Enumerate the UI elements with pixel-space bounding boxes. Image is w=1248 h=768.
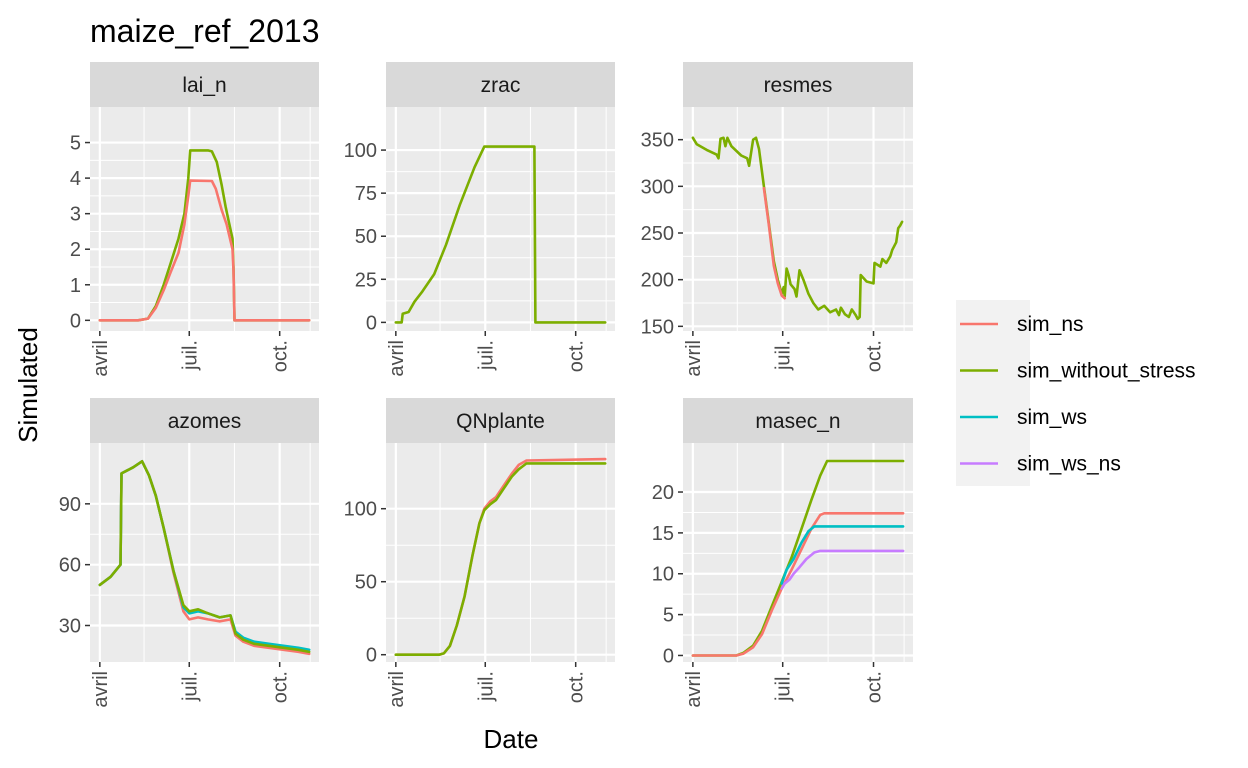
x-tick-label: oct. [864, 340, 886, 372]
panel-background [90, 443, 319, 662]
y-tick-label: 15 [652, 523, 674, 545]
y-tick-label: 90 [59, 494, 81, 516]
x-tick-label: avril [386, 671, 408, 708]
y-tick-label: 25 [355, 269, 377, 291]
y-tick-label: 3 [70, 204, 81, 226]
y-axis-title: Simulated [13, 327, 43, 443]
x-tick-label: juil. [773, 340, 795, 371]
y-tick-label: 4 [70, 168, 81, 190]
series-line-sim_without_stress [394, 145, 607, 324]
strip-label: zrac [481, 74, 521, 97]
y-tick-label: 5 [663, 605, 674, 627]
y-tick-label: 10 [652, 564, 674, 586]
y-tick-label: 100 [344, 499, 377, 521]
panel-QNplante: QNplante 0 50 100 avril juil. oct. [344, 398, 615, 708]
strip-background [386, 398, 615, 443]
y-tick-label: 0 [70, 310, 81, 332]
panel-background [386, 443, 615, 662]
y-tick-label: 300 [641, 176, 674, 198]
series-line-sim_without_stress [691, 136, 904, 321]
legend: sim_ns sim_without_stress sim_ws sim_ws_ns [956, 300, 1196, 486]
y-tick-label: 0 [366, 645, 377, 667]
panel-masec_n: masec_n 0 5 10 15 20 avril juil. oct. [652, 398, 913, 708]
y-tick-label: 0 [663, 645, 674, 667]
strip-background [90, 398, 319, 443]
x-tick-label: juil. [475, 671, 497, 702]
legend-label-sim_ns: sim_ns [1017, 313, 1084, 336]
strip-background [386, 62, 615, 107]
y-tick-label: 60 [59, 555, 81, 577]
x-tick-label: oct. [864, 671, 886, 703]
y-tick-label: 1 [70, 275, 81, 297]
chart-title: maize_ref_2013 [90, 13, 319, 49]
x-tick-label: oct. [270, 671, 292, 703]
x-tick-label: avril [683, 671, 705, 708]
y-tick-label: 0 [366, 312, 377, 334]
x-tick-label: avril [90, 671, 112, 708]
series-line-sim_ns [762, 186, 787, 300]
y-tick-label: 250 [641, 223, 674, 245]
strip-label: lai_n [182, 74, 226, 97]
x-tick-label: juil. [475, 340, 497, 371]
strip-background [683, 398, 913, 443]
panel-zrac: zrac 0 25 50 75 100 avril juil. oct. [344, 62, 615, 377]
y-tick-label: 75 [355, 183, 377, 205]
y-tick-label: 50 [355, 572, 377, 594]
series-line-sim_ws_ns [780, 549, 905, 590]
series-line-sim_without_stress [98, 459, 311, 654]
x-tick-label: avril [386, 340, 408, 377]
panel-resmes: resmes 150 200 250 300 350 avril juil. oct. [641, 62, 913, 377]
strip-label: masec_n [755, 410, 840, 433]
y-tick-label: 50 [355, 226, 377, 248]
x-axis-title: Date [484, 724, 539, 754]
series-line-sim_ws [780, 525, 905, 585]
legend-label-sim_ws_ns: sim_ws_ns [1017, 453, 1121, 476]
strip-label: QNplante [456, 410, 545, 433]
series-line-sim_ns [98, 179, 311, 322]
strip-label: azomes [168, 410, 242, 433]
panel-background [90, 107, 319, 331]
panel-lai_n: lai_n 0 1 2 3 4 5 avril juil. oct. [70, 62, 319, 377]
series-line-sim_without_stress [394, 462, 607, 657]
y-tick-label: 100 [344, 140, 377, 162]
x-tick-label: avril [683, 340, 705, 377]
strip-background [90, 62, 319, 107]
y-tick-label: 200 [641, 270, 674, 292]
legend-label-sim_without_stress: sim_without_stress [1017, 360, 1196, 383]
x-tick-label: oct. [566, 340, 588, 372]
strip-background [683, 62, 913, 107]
x-tick-label: juil. [773, 671, 795, 702]
legend-key-background [956, 300, 1030, 486]
y-tick-label: 20 [652, 482, 674, 504]
x-tick-label: avril [90, 340, 112, 377]
legend-label-sim_ws: sim_ws [1017, 406, 1087, 429]
y-tick-label: 350 [641, 130, 674, 152]
panel-azomes: azomes 30 60 90 avril juil. oct. [59, 398, 319, 708]
strip-label: resmes [764, 74, 833, 97]
y-tick-label: 150 [641, 316, 674, 338]
y-tick-label: 5 [70, 133, 81, 155]
panel-background [386, 107, 615, 331]
y-tick-label: 30 [59, 616, 81, 638]
x-tick-label: oct. [270, 340, 292, 372]
y-tick-label: 2 [70, 239, 81, 261]
x-tick-label: juil. [179, 671, 201, 702]
x-tick-label: juil. [179, 340, 201, 371]
x-tick-label: oct. [566, 671, 588, 703]
